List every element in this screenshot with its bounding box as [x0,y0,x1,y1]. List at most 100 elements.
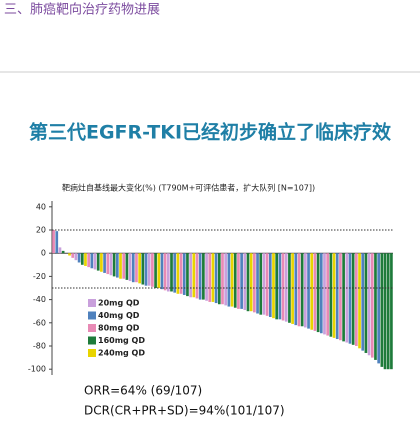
bar [233,253,237,308]
bar [170,253,173,292]
bar [160,253,164,290]
bar [253,253,256,313]
bar [367,253,371,356]
bar [176,253,180,294]
legend-label: 80mg QD [98,324,140,333]
bar [135,253,138,283]
bar [138,253,141,284]
bar [109,253,113,276]
bar [106,253,110,275]
bar [224,253,228,306]
bar [192,253,196,298]
bar [100,253,103,272]
bar [284,253,288,322]
bar [275,253,279,320]
y-tick-label: -40 [33,295,46,304]
bar [351,253,355,345]
bar [386,253,390,370]
bar [339,253,342,341]
legend-label: 20mg QD [98,299,140,308]
bar [316,253,320,333]
bar [163,253,167,291]
bar [71,253,75,258]
bar [211,253,215,302]
bar [214,253,218,304]
bar [52,230,55,254]
bar [90,253,94,269]
bar [221,253,224,305]
bar [307,253,310,329]
bar [364,253,368,353]
summary-line: DCR(CR+PR+SD)=94%(101/107) [84,404,285,418]
bar [198,253,202,300]
y-tick-label: -20 [33,272,46,281]
legend-swatch [88,324,96,332]
bar [310,253,314,330]
summary-line: ORR=64% (69/107) [84,384,202,398]
y-tick-label: -80 [33,342,46,351]
bar [243,253,247,311]
bar [358,253,361,349]
bar [128,253,132,282]
bar [374,253,377,360]
bar [186,253,189,297]
legend-swatch [88,311,96,320]
bar [272,253,275,319]
bar [202,253,205,300]
bar [377,253,380,364]
bar [87,253,90,268]
bar [361,253,365,351]
bar [297,253,301,327]
y-tick-label: -100 [28,365,46,374]
bar [281,253,285,321]
bar [383,253,387,370]
legend-label: 160mg QD [98,336,145,345]
bar [84,253,87,266]
bar [246,253,250,312]
bar [268,253,272,317]
bar [125,253,129,280]
bar [77,253,81,263]
bar [313,253,317,331]
legend-swatch [88,299,96,307]
bar [294,253,298,326]
bar [332,253,336,338]
bar [61,250,65,254]
bar [141,253,145,285]
bar [131,253,135,283]
bar [249,253,253,312]
bar [259,253,263,315]
bar [380,253,384,367]
bar [195,253,199,299]
bar [355,253,358,346]
bar [112,253,116,277]
bar [144,253,148,286]
section-title: 三、肺癌靶向治疗药物进展 [4,2,160,18]
bar [157,253,161,288]
legend-label: 240mg QD [98,349,145,358]
bar [278,253,282,320]
bar [189,253,192,298]
bar [291,253,294,324]
legend-swatch [88,336,96,345]
bar [58,247,62,254]
bar [68,253,71,256]
bar [265,253,269,316]
bar [80,253,84,265]
bar [166,253,170,292]
bar [115,253,119,278]
legend-label: 40mg QD [98,311,140,320]
bar [205,253,208,301]
bar [237,253,240,309]
bar [390,253,393,370]
bar [74,253,78,261]
bar [96,253,100,271]
bar [230,253,234,307]
bar [370,253,374,358]
y-tick-label: 40 [36,202,46,211]
bar [93,253,97,270]
bar [119,253,122,279]
bar [342,253,345,342]
bar [208,253,212,302]
